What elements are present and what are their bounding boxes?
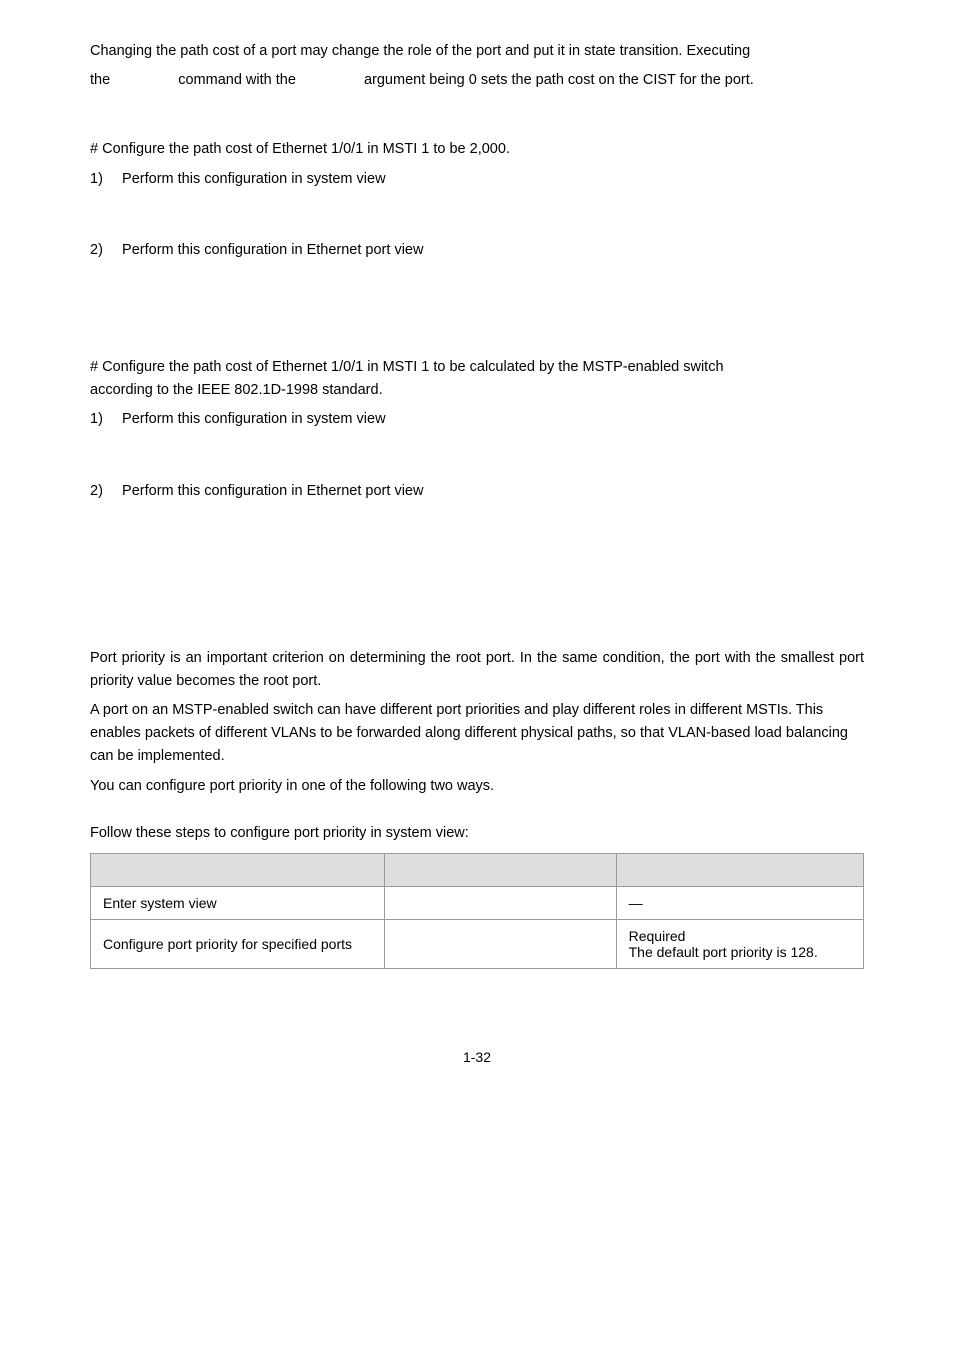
table-cell xyxy=(384,920,616,969)
port-priority-p3: You can configure port priority in one o… xyxy=(90,775,864,798)
intro-line1: Changing the path cost of a port may cha… xyxy=(90,40,864,63)
table-cell-line1: Required xyxy=(629,928,851,944)
example1-step2-text: Perform this configuration in Ethernet p… xyxy=(122,242,423,258)
list-number-1b: 1) xyxy=(90,408,118,431)
intro-line2b: command with the xyxy=(178,72,296,88)
table-cell: Required The default port priority is 12… xyxy=(616,920,863,969)
example1-step1-text: Perform this configuration in system vie… xyxy=(122,171,386,187)
example2-step1-text: Perform this configuration in system vie… xyxy=(122,411,386,427)
list-number-1: 1) xyxy=(90,168,118,191)
table-header-row xyxy=(91,854,864,887)
example1-step1: 1) Perform this configuration in system … xyxy=(90,168,864,191)
example1-step2: 2) Perform this configuration in Etherne… xyxy=(90,239,864,262)
table-row: Enter system view — xyxy=(91,887,864,920)
list-number-2: 2) xyxy=(90,239,118,262)
intro-line2a: the xyxy=(90,72,110,88)
port-priority-p1: Port priority is an important criterion … xyxy=(90,647,864,693)
list-number-2b: 2) xyxy=(90,480,118,503)
example2-step2-text: Perform this configuration in Ethernet p… xyxy=(122,483,423,499)
example2-step2: 2) Perform this configuration in Etherne… xyxy=(90,480,864,503)
page-number: 1-32 xyxy=(90,969,864,1065)
intro-line2c: argument being 0 sets the path cost on t… xyxy=(364,72,754,88)
table-row: Configure port priority for specified po… xyxy=(91,920,864,969)
table-cell: Configure port priority for specified po… xyxy=(91,920,385,969)
example1-desc: # Configure the path cost of Ethernet 1/… xyxy=(90,138,864,161)
port-priority-p2: A port on an MSTP-enabled switch can hav… xyxy=(90,699,864,769)
intro-line2: the command with the argument being 0 se… xyxy=(90,69,864,92)
table-cell-line2: The default port priority is 128. xyxy=(629,944,851,960)
example2-step1: 1) Perform this configuration in system … xyxy=(90,408,864,431)
example2-desc-line1: # Configure the path cost of Ethernet 1/… xyxy=(90,356,864,379)
table-cell xyxy=(384,887,616,920)
table-cell: Enter system view xyxy=(91,887,385,920)
config-table: Enter system view — Configure port prior… xyxy=(90,853,864,969)
table-intro: Follow these steps to configure port pri… xyxy=(90,822,864,845)
page-content: Changing the path cost of a port may cha… xyxy=(0,0,954,1095)
example2-desc-line2: according to the IEEE 802.1D-1998 standa… xyxy=(90,379,864,402)
table-cell: — xyxy=(616,887,863,920)
